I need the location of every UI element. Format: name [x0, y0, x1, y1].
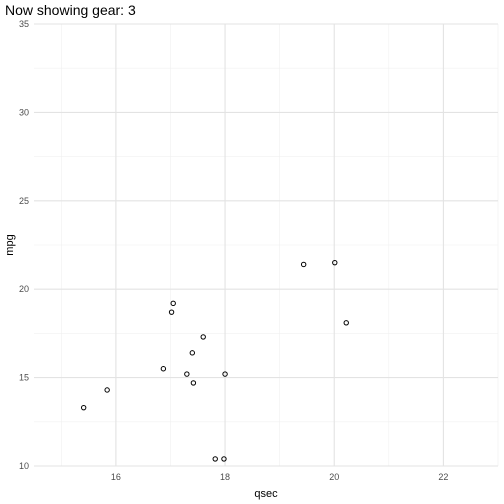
- y-tick-label: 15: [19, 373, 29, 383]
- data-point: [184, 371, 190, 377]
- x-tick-label: 18: [220, 472, 230, 482]
- y-axis-label: mpg: [4, 234, 16, 255]
- y-tick-label: 10: [19, 461, 29, 471]
- x-tick-label: 20: [329, 472, 339, 482]
- data-point: [189, 350, 196, 356]
- data-point: [222, 371, 228, 377]
- x-axis-label: qsec: [254, 488, 278, 500]
- x-tick-label: 22: [438, 472, 448, 482]
- data-point: [168, 309, 175, 315]
- data-point: [343, 320, 349, 326]
- y-tick-label: 25: [19, 196, 29, 206]
- data-point: [200, 334, 206, 340]
- data-point: [190, 380, 197, 386]
- data-point: [160, 366, 167, 372]
- y-tick-label: 30: [19, 107, 29, 117]
- data-point: [332, 259, 338, 266]
- grid-lines: [34, 23, 499, 467]
- data-point: [104, 387, 110, 393]
- tick-labels: 16 18 20 22 10 15 20 25 30 35: [19, 19, 448, 482]
- data-point: [170, 300, 176, 307]
- data-point: [221, 456, 227, 462]
- chart-title: Now showing gear: 3: [5, 2, 136, 18]
- data-points: [80, 259, 349, 462]
- data-point: [212, 456, 218, 462]
- y-tick-label: 20: [19, 284, 29, 294]
- data-point: [80, 404, 87, 411]
- y-tick-label: 35: [19, 19, 29, 29]
- data-point: [300, 261, 307, 268]
- x-tick-label: 16: [111, 472, 121, 482]
